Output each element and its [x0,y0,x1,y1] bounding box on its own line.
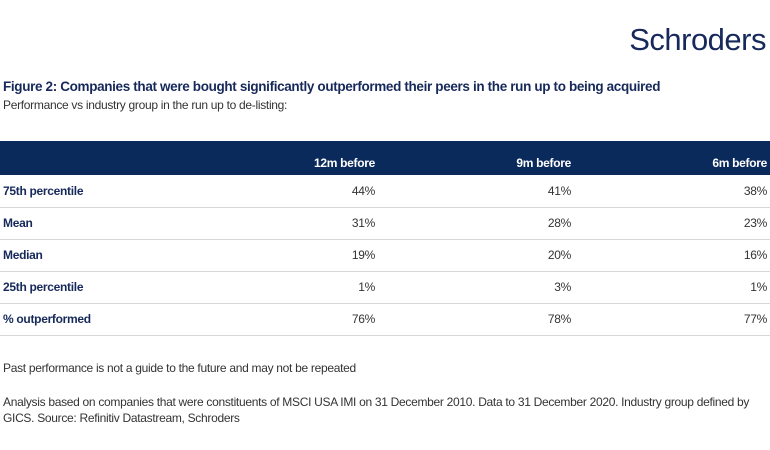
table-cell: 31% [351,216,375,230]
header-6m: 6m before [712,156,767,170]
table-row: 75th percentile 44% 41% 38% [0,175,770,207]
table-row: Median 19% 20% 16% [0,239,770,271]
table-cell: 19% [351,248,375,262]
header-9m: 9m before [516,156,571,170]
table-cell: 28% [547,216,571,230]
table-cell: 16% [743,248,767,262]
performance-table: 12m before 9m before 6m before 75th perc… [0,141,770,336]
table-cell: 76% [351,312,375,326]
row-label: 75th percentile [3,183,84,198]
table-row: 25th percentile 1% 3% 1% [0,271,770,303]
table-cell: 78% [547,312,571,326]
figure-subtitle: Performance vs industry group in the run… [3,98,288,112]
figure-title: Figure 2: Companies that were bought sig… [3,79,661,94]
table-cell: 3% [554,280,571,294]
table-header-row: 12m before 9m before 6m before [0,141,770,175]
row-label: 25th percentile [3,280,84,294]
schroders-logo: Schroders [629,22,766,57]
table-row: % outperformed 76% 78% 77% [0,303,770,335]
header-12m: 12m before [313,156,375,170]
table-cell: 41% [547,183,571,198]
table-cell: 77% [743,312,767,326]
table-row: Mean 31% 28% 23% [0,207,770,239]
table-cell: 23% [743,216,767,230]
row-label: % outperformed [3,312,91,326]
disclaimer-note: Past performance is not a guide to the f… [3,361,356,375]
table-cell: 20% [547,248,571,262]
row-label: Median [3,248,43,262]
table-cell: 1% [750,280,767,294]
row-label: Mean [3,216,33,230]
table-cell: 1% [358,280,375,294]
header-blank [0,141,203,175]
table-cell: 38% [743,183,767,198]
table-cell: 44% [351,183,375,198]
source-note: Analysis based on companies that were co… [3,395,750,425]
